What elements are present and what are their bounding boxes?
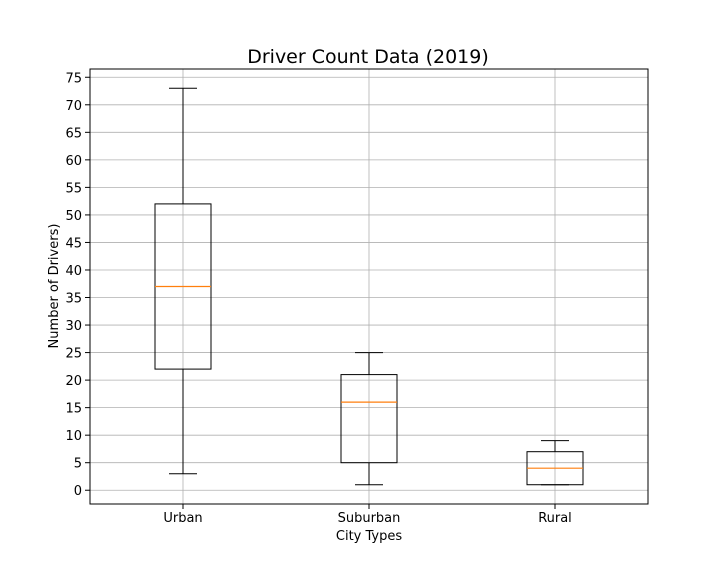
y-tick-label: 70 bbox=[65, 99, 82, 114]
y-tick-label: 10 bbox=[65, 429, 82, 444]
y-tick-label: 15 bbox=[65, 402, 82, 417]
x-ticks: Urban Suburban Rural bbox=[163, 504, 572, 526]
y-tick-label: 50 bbox=[65, 209, 82, 224]
boxes bbox=[154, 87, 584, 486]
y-tick-label: 35 bbox=[65, 292, 82, 307]
x-tick-label: Suburban bbox=[338, 511, 401, 526]
y-tick-label: 0 bbox=[74, 484, 82, 499]
y-tick-label: 60 bbox=[65, 154, 82, 169]
box-urban bbox=[154, 87, 212, 475]
y-tick-label: 30 bbox=[65, 319, 82, 334]
y-tick-label: 5 bbox=[74, 457, 82, 472]
y-ticks: 0 5 10 15 20 25 30 35 40 45 50 55 60 65 70 75 bbox=[65, 71, 90, 499]
y-tick-label: 65 bbox=[65, 126, 82, 141]
x-axis-label: City Types bbox=[336, 529, 402, 544]
y-tick-label: 45 bbox=[65, 236, 82, 251]
y-axis-label: Number of Drivers) bbox=[47, 224, 62, 349]
y-tick-label: 55 bbox=[65, 181, 82, 196]
box-body bbox=[340, 374, 398, 464]
y-tick-label: 40 bbox=[65, 264, 82, 279]
chart-title: Driver Count Data (2019) bbox=[247, 46, 489, 68]
box-suburban bbox=[340, 352, 398, 486]
box-rural bbox=[526, 440, 584, 486]
x-tick-label: Urban bbox=[163, 511, 202, 526]
x-tick-label: Rural bbox=[538, 511, 572, 526]
y-tick-label: 75 bbox=[65, 71, 82, 86]
y-tick-label: 20 bbox=[65, 374, 82, 389]
y-tick-label: 25 bbox=[65, 347, 82, 362]
